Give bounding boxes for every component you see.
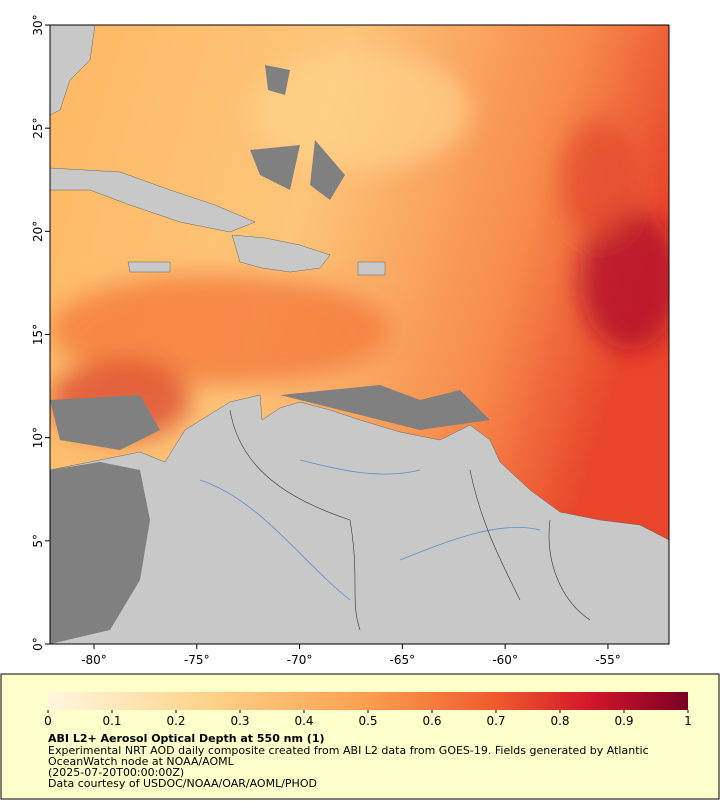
colorbar-tick-label: 0.7 bbox=[486, 714, 505, 728]
colorbar-tick-label: 1 bbox=[684, 714, 692, 728]
colorbar-tick-label: 0.6 bbox=[422, 714, 441, 728]
y-tick-label: 0° bbox=[31, 637, 45, 651]
y-tick-label: 25° bbox=[31, 118, 45, 139]
y-tick-label: 10° bbox=[31, 427, 45, 448]
x-tick-label: -60° bbox=[492, 653, 518, 667]
colorbar-tick-label: 0.9 bbox=[614, 714, 633, 728]
x-tick-label: -80° bbox=[81, 653, 107, 667]
colorbar-tick-label: 0.5 bbox=[358, 714, 377, 728]
caption-title: ABI L2+ Aerosol Optical Depth at 550 nm … bbox=[48, 732, 325, 745]
colorbar-tick-label: 0.8 bbox=[550, 714, 569, 728]
colorbar bbox=[48, 692, 688, 710]
y-tick-label: 20° bbox=[31, 221, 45, 242]
caption-line: OceanWatch node at NOAA/AOML bbox=[48, 755, 235, 768]
x-tick-label: -75° bbox=[184, 653, 210, 667]
caption-line: Experimental NRT AOD daily composite cre… bbox=[48, 744, 649, 757]
colorbar-tick-label: 0.4 bbox=[294, 714, 313, 728]
colorbar-tick-label: 0 bbox=[44, 714, 52, 728]
map-image bbox=[50, 25, 669, 644]
colorbar-tick-label: 0.1 bbox=[102, 714, 121, 728]
x-tick-label: -55° bbox=[595, 653, 621, 667]
y-tick-label: 30° bbox=[31, 14, 45, 35]
caption-line: (2025-07-20T00:00:00Z) bbox=[48, 766, 184, 779]
colorbar-tick-label: 0.2 bbox=[166, 714, 185, 728]
y-tick-label: 5° bbox=[31, 534, 45, 548]
x-tick-label: -65° bbox=[390, 653, 416, 667]
x-tick-label: -70° bbox=[287, 653, 313, 667]
y-tick-label: 15° bbox=[31, 324, 45, 345]
colorbar-tick-label: 0.3 bbox=[230, 714, 249, 728]
caption-line: Data courtesy of USDOC/NOAA/OAR/AOML/PHO… bbox=[48, 777, 317, 790]
